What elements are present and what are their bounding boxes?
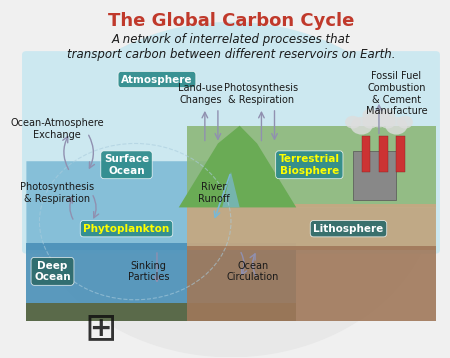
- Polygon shape: [179, 126, 296, 207]
- Text: Surface
Ocean: Surface Ocean: [104, 154, 149, 175]
- Circle shape: [397, 116, 413, 129]
- Text: ⊞: ⊞: [84, 309, 117, 347]
- Text: Atmosphere: Atmosphere: [121, 74, 193, 84]
- Text: The Global Carbon Cycle: The Global Carbon Cycle: [108, 12, 354, 30]
- Polygon shape: [27, 303, 296, 321]
- Circle shape: [362, 116, 378, 129]
- FancyBboxPatch shape: [353, 151, 396, 200]
- FancyBboxPatch shape: [361, 136, 370, 172]
- Text: Photosynthesis
& Respiration: Photosynthesis & Respiration: [225, 83, 298, 105]
- Polygon shape: [188, 204, 436, 250]
- Circle shape: [345, 116, 361, 129]
- Circle shape: [386, 117, 407, 135]
- Wedge shape: [27, 23, 436, 190]
- Text: Land-use
Changes: Land-use Changes: [178, 83, 223, 105]
- Polygon shape: [188, 247, 436, 321]
- Text: Sinking
Particles: Sinking Particles: [127, 261, 169, 282]
- Text: Ocean
Circulation: Ocean Circulation: [226, 261, 279, 282]
- FancyBboxPatch shape: [396, 136, 405, 172]
- Text: Terrestrial
Biosphere: Terrestrial Biosphere: [279, 154, 340, 175]
- Circle shape: [27, 23, 436, 357]
- Circle shape: [368, 110, 390, 127]
- Circle shape: [380, 116, 396, 129]
- Polygon shape: [27, 243, 296, 321]
- Text: Photosynthesis
& Respiration: Photosynthesis & Respiration: [20, 183, 94, 204]
- FancyBboxPatch shape: [22, 51, 440, 253]
- Polygon shape: [188, 126, 436, 207]
- Text: Fossil Fuel
Combustion
& Cement
Manufacture: Fossil Fuel Combustion & Cement Manufact…: [365, 71, 427, 116]
- Text: A network of interrelated processes that: A network of interrelated processes that: [112, 33, 350, 46]
- Text: Phytoplankton: Phytoplankton: [83, 224, 170, 234]
- Text: Ocean-Atmosphere
Exchange: Ocean-Atmosphere Exchange: [10, 118, 104, 140]
- Text: Lithosphere: Lithosphere: [313, 224, 383, 234]
- Text: Deep
Ocean: Deep Ocean: [34, 261, 71, 282]
- Text: transport carbon between different reservoirs on Earth.: transport carbon between different reser…: [67, 48, 395, 61]
- Circle shape: [362, 109, 378, 121]
- Polygon shape: [222, 172, 240, 207]
- Circle shape: [351, 117, 373, 135]
- Polygon shape: [27, 161, 436, 250]
- Circle shape: [380, 109, 396, 121]
- Text: River
Runoff: River Runoff: [198, 183, 230, 204]
- FancyBboxPatch shape: [379, 136, 387, 172]
